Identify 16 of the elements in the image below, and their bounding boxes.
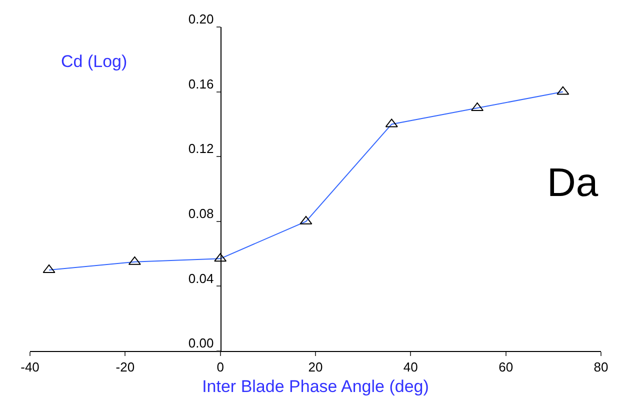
x-tick-label: 20 — [308, 360, 323, 375]
annotation: Da — [547, 161, 599, 205]
y-tick-label: 0.04 — [188, 270, 214, 286]
x-tick-label: 80 — [594, 360, 608, 375]
y-tick-label: 0.20 — [188, 12, 214, 27]
y-tick-label: 0.16 — [188, 76, 214, 92]
y-tick-label: 0.08 — [188, 206, 214, 221]
x-axis-title: Inter Blade Phase Angle (deg) — [202, 377, 429, 396]
y-tick-label: 0.00 — [188, 336, 214, 351]
x-tick-label: 0 — [216, 360, 224, 375]
y-axis-title: Cd (Log) — [61, 52, 128, 71]
x-tick-label: -40 — [20, 360, 40, 375]
y-tick-label: 0.12 — [188, 141, 214, 156]
x-tick-label: -20 — [116, 360, 135, 375]
x-tick-label: 60 — [498, 360, 514, 375]
x-tick-label: 40 — [403, 360, 418, 375]
